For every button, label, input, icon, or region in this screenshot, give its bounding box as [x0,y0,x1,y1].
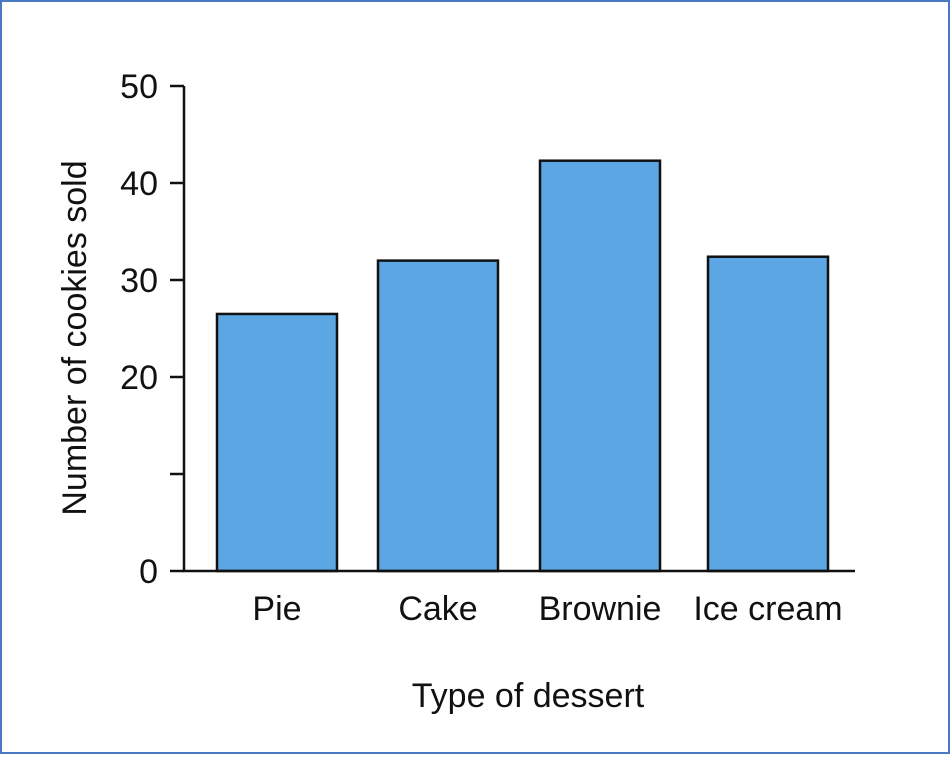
y-ticks-group: 0 20 30 40 50 [120,68,184,591]
y-tick-label: 0 [139,553,158,591]
bar-brownie [538,159,662,573]
x-category-label: Brownie [539,590,662,628]
y-tick-label: 20 [120,359,158,397]
x-category-label: Ice cream [693,590,842,628]
y-tick-label: 40 [120,165,158,203]
axes-lines [182,86,855,573]
x-category-label: Pie [252,590,301,628]
bar-cake [376,259,500,573]
y-tick-label: 30 [120,262,158,300]
x-labels-group: Pie Cake Brownie Ice cream [252,590,842,628]
x-axis-title: Type of dessert [412,677,645,715]
x-category-label: Cake [398,590,477,628]
bar-ice-cream [706,255,830,573]
y-axis-title: Number of cookies sold [56,160,94,515]
y-tick-label: 50 [120,68,158,106]
bars-group [215,159,830,573]
bar-pie [215,312,339,573]
